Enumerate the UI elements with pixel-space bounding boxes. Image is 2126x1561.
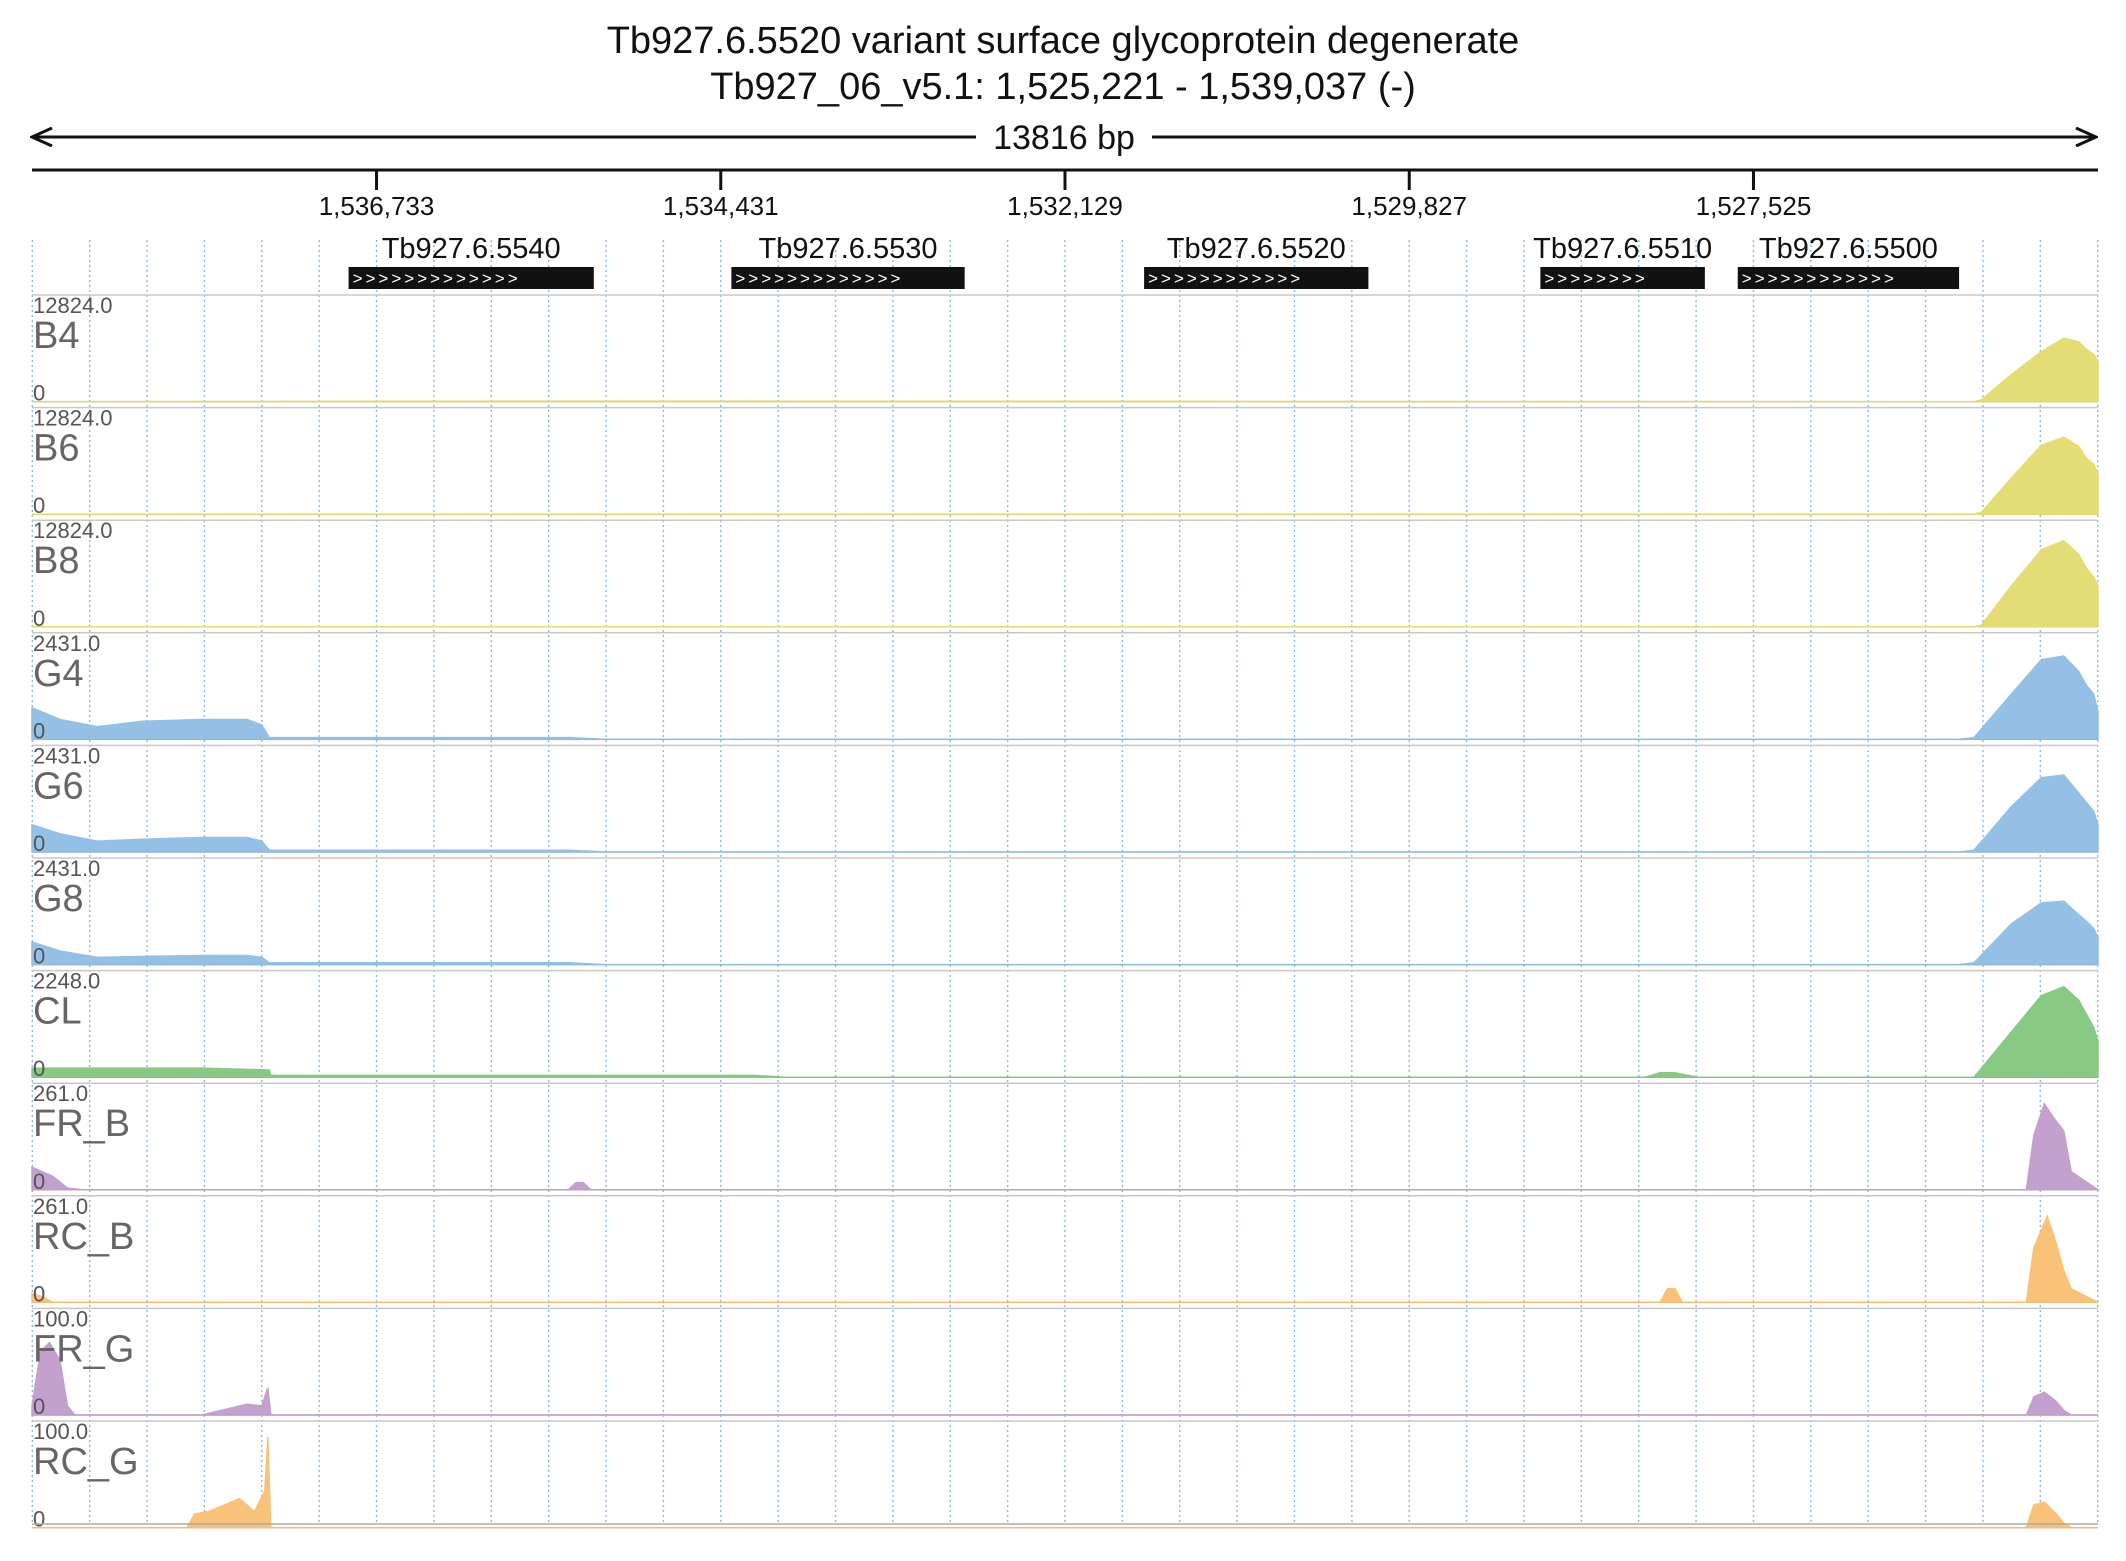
gene-label: Tb927.6.5540 — [382, 233, 561, 265]
gene-label: Tb927.6.5530 — [759, 233, 938, 265]
span-ruler: 13816 bp — [32, 119, 2096, 157]
coverage-area — [31, 985, 2099, 1078]
track-min-value: 0 — [33, 1056, 45, 1081]
track-name: CL — [33, 991, 82, 1033]
strand-arrows: >>>>>>>>>>>> — [1742, 269, 1897, 288]
track-name: RC_G — [33, 1441, 139, 1483]
track-max-value: 12824.0 — [33, 406, 113, 431]
title-block: Tb927.6.5520 variant surface glycoprotei… — [0, 18, 2126, 110]
coverage-area — [31, 655, 2099, 741]
locus-coordinates: Tb927_06_v5.1: 1,525,221 - 1,539,037 (-) — [710, 66, 1416, 108]
gene-label: Tb927.6.5500 — [1759, 233, 1938, 265]
track-name: G8 — [33, 878, 84, 920]
grid-lines — [31, 240, 2099, 1524]
axis-ticks: 1,536,733 1,534,431 1,532,129 1,529,827 1,52… — [319, 170, 1812, 221]
coverage-tracks: 12824.0B4012824.0B6012824.0B802431.0G402… — [31, 293, 2101, 1532]
track-min-value: 0 — [33, 606, 45, 631]
strand-arrows: >>>>>>>>>>>> — [1148, 269, 1303, 288]
gene-block — [1540, 267, 1705, 289]
track-fr-b: 261.0FR_B 0 — [31, 1081, 2101, 1194]
gene-block — [1144, 267, 1369, 289]
track-min-value: 0 — [33, 1169, 45, 1194]
track-cl: 2248.0CL 0 — [31, 969, 2099, 1081]
track-min-value: 0 — [33, 1394, 45, 1419]
tick-label: 1,536,733 — [319, 191, 435, 221]
track-name: B8 — [33, 540, 79, 582]
track-name: G4 — [33, 653, 84, 695]
track-max-value: 100.0 — [33, 1419, 88, 1444]
gene-annotations: Tb927.6.5540 >>>>>>>>>>>>> Tb927.6.5530 >>>… — [348, 233, 1960, 289]
track-min-value: 0 — [33, 718, 45, 743]
coverage-area — [32, 539, 2099, 628]
strand-arrows: >>>>>>>> — [1544, 269, 1647, 288]
track-min-value: 0 — [33, 493, 45, 518]
track-b4: 12824.0B4 0 — [31, 293, 2099, 406]
track-max-value: 100.0 — [33, 1306, 88, 1331]
tick-label: 1,529,827 — [1351, 191, 1467, 221]
track-name: B4 — [33, 315, 79, 357]
track-max-value: 2431.0 — [33, 856, 100, 881]
track-name: G6 — [33, 765, 84, 807]
strand-arrows: >>>>>>>>>>>>> — [353, 269, 521, 288]
track-min-value: 0 — [33, 944, 45, 969]
gene-block — [731, 267, 965, 289]
coverage-area — [31, 1214, 2099, 1304]
gene-title: Tb927.6.5520 variant surface glycoprotei… — [606, 20, 1520, 62]
track-min-value: 0 — [33, 381, 45, 406]
track-max-value: 2431.0 — [33, 631, 100, 656]
track-min-value: 0 — [33, 1507, 45, 1532]
track-name: B6 — [33, 428, 79, 470]
track-max-value: 12824.0 — [33, 518, 113, 543]
track-min-value: 0 — [33, 1281, 45, 1306]
gene-label: Tb927.6.5510 — [1533, 233, 1712, 265]
gene-block — [348, 267, 594, 289]
strand-arrows: >>>>>>>>>>>>> — [735, 269, 903, 288]
track-name: FR_G — [33, 1328, 134, 1370]
tick-label: 1,527,525 — [1696, 191, 1812, 221]
track-max-value: 2248.0 — [33, 969, 100, 994]
gene-label: Tb927.6.5520 — [1167, 233, 1346, 265]
track-b8: 12824.0B8 0 — [32, 518, 2099, 631]
coverage-area — [31, 337, 2099, 403]
track-g6: 2431.0G6 0 — [31, 743, 2099, 856]
track-min-value: 0 — [33, 831, 45, 856]
track-name: RC_B — [33, 1216, 134, 1258]
track-name: FR_B — [33, 1103, 130, 1145]
tick-label: 1,534,431 — [663, 191, 779, 221]
gene-block — [1737, 267, 1960, 289]
track-max-value: 261.0 — [33, 1194, 88, 1219]
track-b6: 12824.0B6 0 — [32, 406, 2099, 518]
coverage-area — [32, 436, 2099, 515]
span-label: 13816 bp — [993, 119, 1135, 157]
tick-label: 1,532,129 — [1007, 191, 1123, 221]
track-max-value: 2431.0 — [33, 743, 100, 768]
track-max-value: 261.0 — [33, 1081, 88, 1106]
track-rc-b: 261.0RC_B 0 — [31, 1194, 2099, 1306]
track-g4: 2431.0G4 0 — [31, 631, 2099, 743]
track-g8: 2431.0G8 0 — [31, 856, 2099, 969]
track-max-value: 12824.0 — [33, 293, 113, 318]
track-fr-g: 100.0FR_G 0 — [31, 1306, 2098, 1419]
coverage-area — [31, 1101, 2101, 1191]
coverage-area — [31, 1341, 2098, 1416]
coverage-area — [31, 774, 2099, 853]
coverage-area — [31, 900, 2099, 966]
